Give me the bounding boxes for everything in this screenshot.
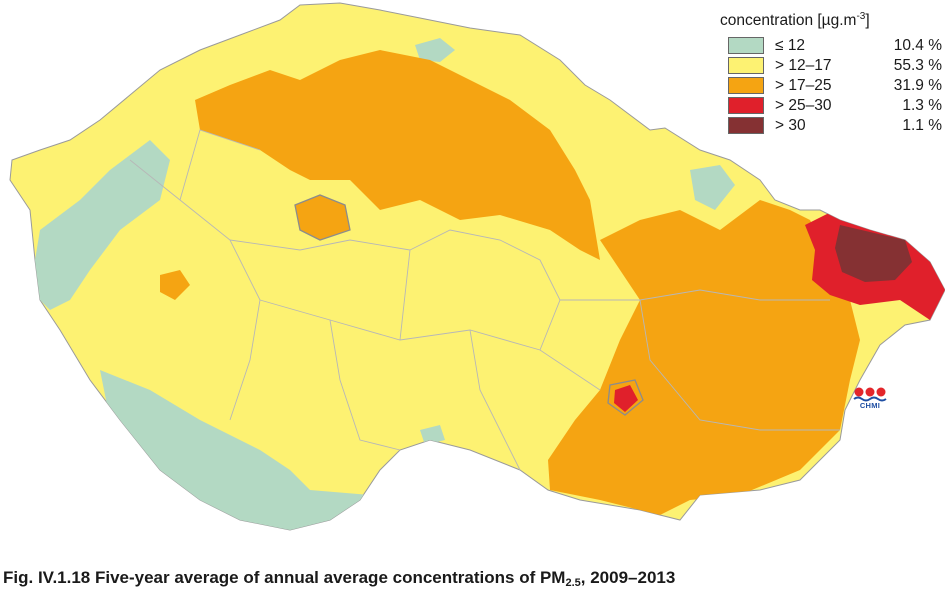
- legend-label: ≤ 12: [775, 37, 806, 54]
- chmi-logo-icon: [853, 387, 887, 402]
- legend-swatch: [728, 117, 764, 134]
- legend-percent: 55.3 %: [893, 57, 942, 74]
- legend-label: > 30: [775, 117, 806, 134]
- zone-green-south: [420, 425, 445, 445]
- pm25-concentration-map: [9, 2, 945, 531]
- legend-item: > 12–17 55.3 %: [720, 55, 942, 75]
- figure-caption: Fig. IV.1.18 Five-year average of annual…: [3, 568, 676, 589]
- zone-orange-prague: [295, 195, 350, 240]
- zone-dark-karvina: [835, 225, 912, 282]
- chmi-logo: CHMI: [852, 386, 888, 414]
- zone-orange-plzen: [160, 270, 190, 300]
- legend-title: concentration [µg.m-3]: [720, 11, 870, 29]
- district-boundaries: [129, 129, 840, 471]
- legend-percent: 1.3 %: [902, 97, 942, 114]
- legend-swatch: [728, 57, 764, 74]
- legend-item: ≤ 12 10.4 %: [720, 35, 942, 55]
- zone-green-beskydy-north: [690, 165, 735, 210]
- legend-label: > 17–25: [775, 77, 832, 94]
- legend-swatch: [728, 77, 764, 94]
- zone-green-southwest: [100, 370, 370, 530]
- legend-item: > 30 1.1 %: [720, 115, 942, 135]
- legend-percent: 10.4 %: [893, 37, 942, 54]
- zone-green-west: [30, 140, 170, 310]
- legend-label: > 12–17: [775, 57, 832, 74]
- zone-red-brno: [614, 385, 638, 412]
- chmi-logo-text: CHMI: [859, 401, 881, 410]
- legend-item: > 17–25 31.9 %: [720, 75, 942, 95]
- zone-orange-north-bohemia: [195, 50, 600, 260]
- zone-orange-moravia: [548, 200, 860, 515]
- zone-green-north: [415, 38, 455, 62]
- map-legend: concentration [µg.m-3] ≤ 12 10.4 % > 12–…: [720, 6, 942, 135]
- region-boundaries: [294, 194, 644, 416]
- legend-swatch: [728, 97, 764, 114]
- legend-percent: 1.1 %: [902, 117, 942, 134]
- legend-item: > 25–30 1.3 %: [720, 95, 942, 115]
- legend-percent: 31.9 %: [893, 77, 942, 94]
- legend-label: > 25–30: [775, 97, 832, 114]
- legend-swatch: [728, 37, 764, 54]
